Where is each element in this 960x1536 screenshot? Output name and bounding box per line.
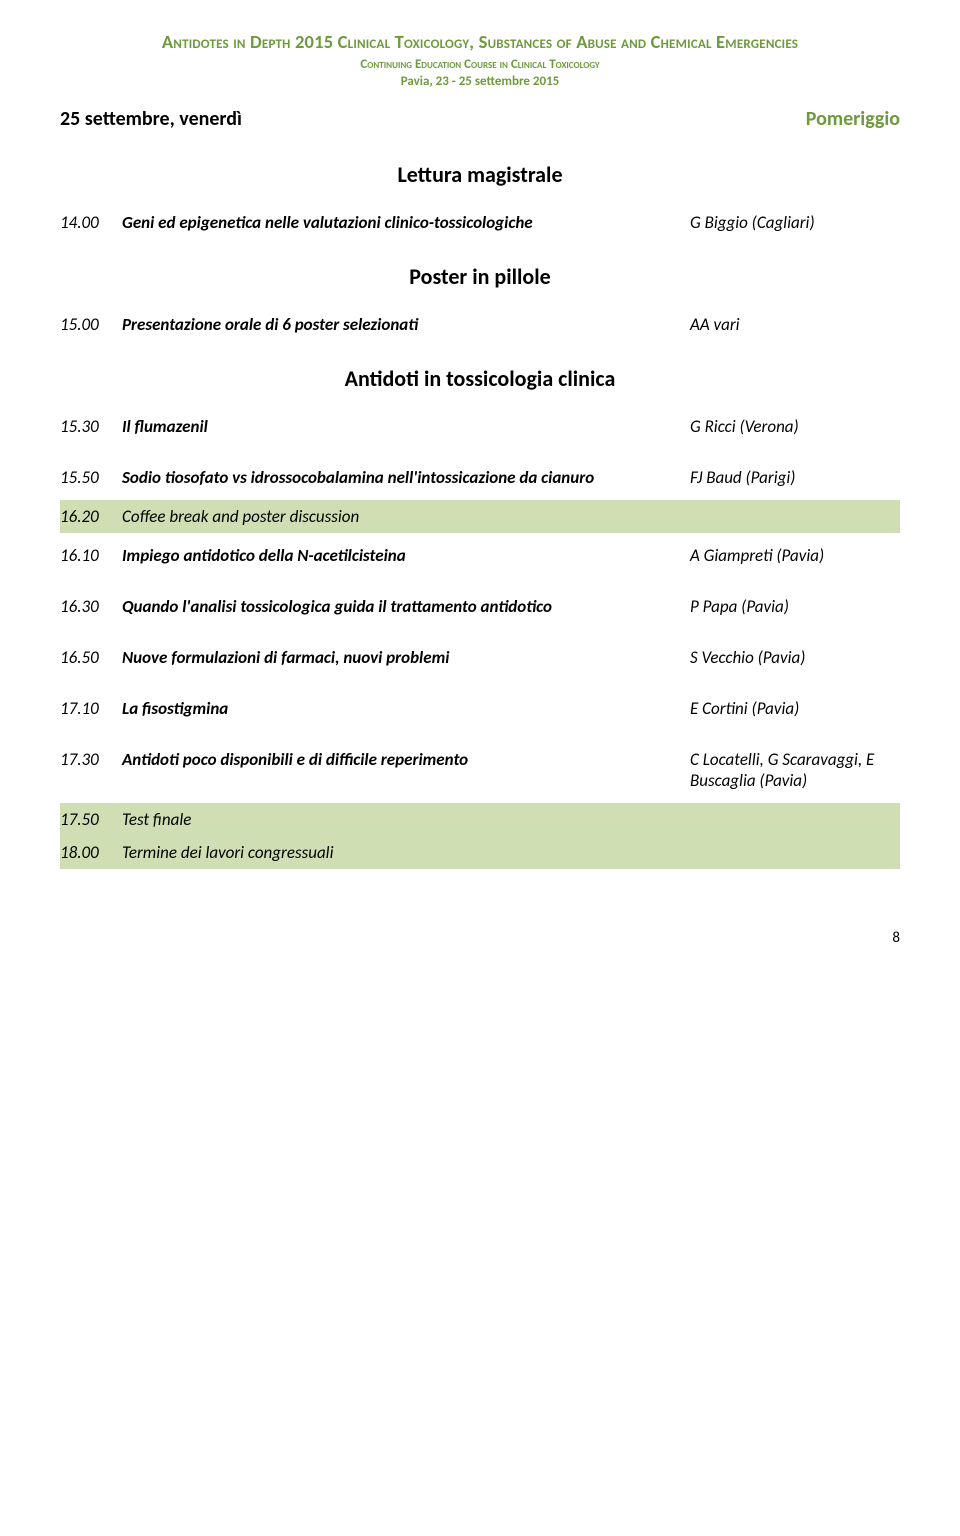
author: E Cortini (Pavia): [690, 698, 900, 719]
author: P Papa (Pavia): [690, 596, 900, 617]
topic: Termine dei lavori congressuali: [122, 842, 690, 863]
topic: Coffee break and poster discussion: [122, 506, 690, 527]
topic: Il flumazenil: [122, 416, 690, 437]
topic: Sodio tiosofato vs idrossocobalamina nel…: [122, 467, 690, 488]
author: G Ricci (Verona): [690, 416, 900, 437]
section-title-antidoti: Antidoti in tossicologia clinica: [60, 365, 900, 392]
schedule-row-highlight: 16.20 Coffee break and poster discussion: [60, 500, 900, 533]
time: 17.10: [60, 698, 122, 719]
topic: La fisostigmina: [122, 698, 690, 719]
header-subtitle: Continuing Education Course in Clinical …: [60, 57, 900, 72]
time: 17.50: [60, 809, 122, 830]
time: 16.30: [60, 596, 122, 617]
day-period: Pomeriggio: [806, 107, 900, 131]
author: G Biggio (Cagliari): [690, 212, 900, 233]
schedule-row: 15.30 Il flumazenil G Ricci (Verona): [60, 416, 900, 437]
schedule-row: 16.50 Nuove formulazioni di farmaci, nuo…: [60, 647, 900, 668]
author: AA vari: [690, 314, 900, 335]
time: 15.50: [60, 467, 122, 488]
time: 16.10: [60, 545, 122, 566]
author: A Giampreti (Pavia): [690, 545, 900, 566]
schedule-row: 14.00 Geni ed epigenetica nelle valutazi…: [60, 212, 900, 233]
schedule-row: 15.50 Sodio tiosofato vs idrossocobalami…: [60, 467, 900, 488]
schedule-row-highlight: 18.00 Termine dei lavori congressuali: [60, 836, 900, 869]
topic: Geni ed epigenetica nelle valutazioni cl…: [122, 212, 690, 233]
topic: Quando l'analisi tossicologica guida il …: [122, 596, 690, 617]
time: 14.00: [60, 212, 122, 233]
header-date: Pavia, 23 - 25 settembre 2015: [60, 74, 900, 89]
day-row: 25 settembre, venerdì Pomeriggio: [60, 107, 900, 131]
time: 18.00: [60, 842, 122, 863]
schedule-row: 15.00 Presentazione orale di 6 poster se…: [60, 314, 900, 335]
schedule-row: 16.10 Impiego antidotico della N-acetilc…: [60, 545, 900, 566]
time: 16.50: [60, 647, 122, 668]
page-number: 8: [60, 929, 900, 947]
schedule-row: 16.30 Quando l'analisi tossicologica gui…: [60, 596, 900, 617]
author: C Locatelli, G Scaravaggi, E Buscaglia (…: [690, 749, 900, 791]
time: 15.30: [60, 416, 122, 437]
header-title: Antidotes in Depth 2015 Clinical Toxicol…: [60, 30, 900, 53]
time: 17.30: [60, 749, 122, 770]
topic: Test finale: [122, 809, 690, 830]
section-title-poster: Poster in pillole: [60, 263, 900, 290]
schedule-row-highlight: 17.50 Test finale: [60, 803, 900, 836]
author: S Vecchio (Pavia): [690, 647, 900, 668]
topic: Antidoti poco disponibili e di difficile…: [122, 749, 690, 770]
topic: Presentazione orale di 6 poster selezion…: [122, 314, 690, 335]
time: 15.00: [60, 314, 122, 335]
topic: Impiego antidotico della N-acetilcistein…: [122, 545, 690, 566]
day-label: 25 settembre, venerdì: [60, 107, 242, 131]
topic: Nuove formulazioni di farmaci, nuovi pro…: [122, 647, 690, 668]
time: 16.20: [60, 506, 122, 527]
section-title-lettura: Lettura magistrale: [60, 161, 900, 188]
schedule-row: 17.10 La fisostigmina E Cortini (Pavia): [60, 698, 900, 719]
author: FJ Baud (Parigi): [690, 467, 900, 488]
schedule-row: 17.30 Antidoti poco disponibili e di dif…: [60, 749, 900, 791]
